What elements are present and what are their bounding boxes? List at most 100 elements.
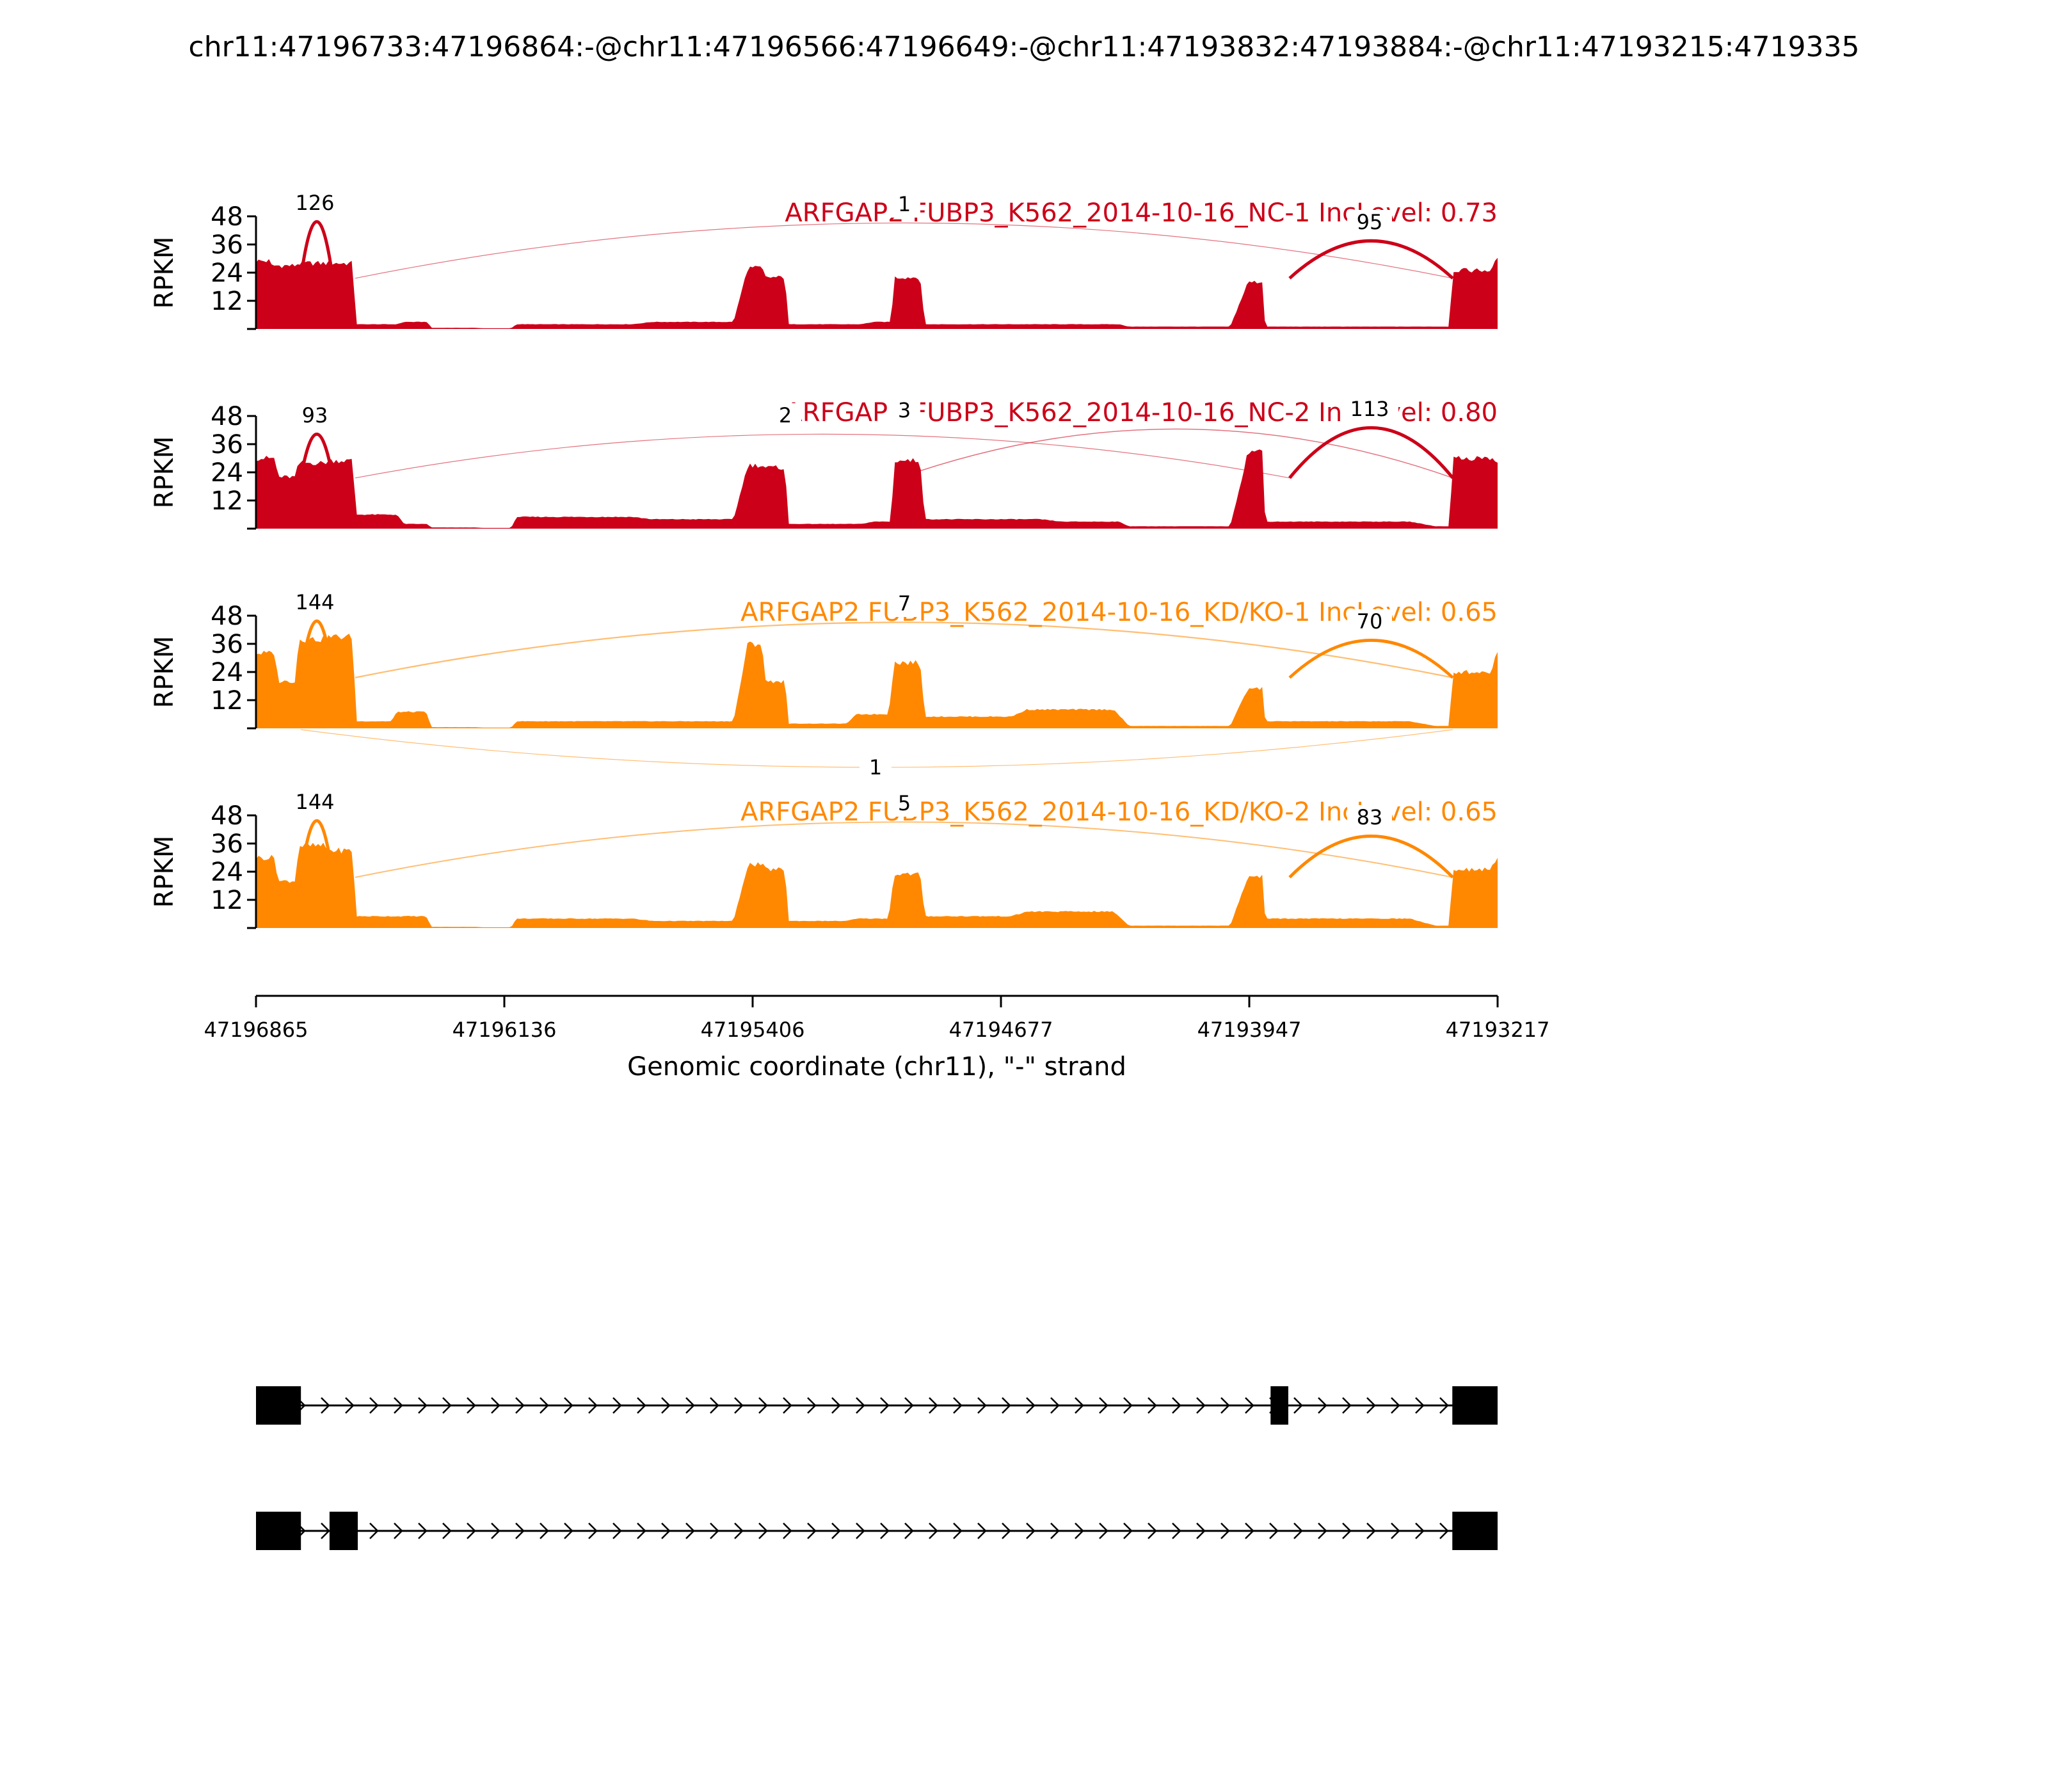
junction-arc	[299, 433, 335, 479]
strand-arrow	[491, 1523, 500, 1539]
junction-arc	[1288, 835, 1454, 879]
strand-arrow	[856, 1523, 865, 1539]
strand-arrow	[783, 1397, 792, 1414]
junction-label-bg	[860, 755, 892, 781]
strand-arrow	[1220, 1397, 1230, 1414]
strand-arrow	[1002, 1397, 1011, 1414]
chart-title: chr11:47196733:47196864:-@chr11:47196566…	[189, 31, 1860, 63]
strand-arrow	[418, 1397, 428, 1414]
strand-arrow	[564, 1523, 573, 1539]
strand-arrow	[515, 1397, 525, 1414]
strand-arrow	[734, 1523, 744, 1539]
strand-arrow	[685, 1523, 695, 1539]
strand-arrow	[953, 1523, 963, 1539]
strand-arrow	[1196, 1523, 1206, 1539]
coverage-area	[256, 449, 1498, 529]
exon-block	[1452, 1512, 1498, 1550]
strand-arrow	[1245, 1523, 1254, 1539]
junction-count-label: 93	[302, 403, 328, 428]
strand-arrow	[1269, 1523, 1279, 1539]
strand-arrow	[1342, 1397, 1352, 1414]
strand-arrow	[1366, 1523, 1376, 1539]
strand-arrow	[685, 1397, 695, 1414]
strand-arrow	[880, 1397, 890, 1414]
strand-arrow	[1415, 1397, 1425, 1414]
strand-arrow	[807, 1397, 817, 1414]
junction-label-bg	[1347, 210, 1392, 236]
strand-arrow	[856, 1397, 865, 1414]
x-tick-label: 47195406	[701, 1018, 805, 1042]
y-tick-label: 48	[211, 602, 243, 631]
x-tick-label: 47196136	[452, 1018, 557, 1042]
junction-label-bg	[888, 591, 920, 617]
x-tick-label: 47196865	[204, 1018, 308, 1042]
y-tick-label: 24	[211, 858, 243, 887]
strand-arrow	[831, 1523, 841, 1539]
strand-arrow	[1050, 1397, 1060, 1414]
junction-arc	[1288, 426, 1454, 479]
y-tick-label: 36	[211, 630, 243, 659]
strand-arrow	[1172, 1523, 1181, 1539]
strand-arrow	[977, 1523, 987, 1539]
coverage-area	[256, 842, 1498, 928]
x-tick-label: 47193217	[1446, 1018, 1550, 1042]
strand-arrow	[394, 1397, 403, 1414]
junction-arc	[355, 821, 1453, 878]
strand-arrow	[1318, 1397, 1327, 1414]
junction-count-label: 3	[898, 398, 911, 422]
strand-arrow	[564, 1397, 573, 1414]
strand-arrow	[540, 1523, 549, 1539]
strand-arrow	[734, 1397, 744, 1414]
strand-arrow	[904, 1397, 914, 1414]
strand-arrow	[1293, 1523, 1303, 1539]
junction-arc	[355, 433, 1290, 479]
junction-count-label: 7	[898, 591, 911, 616]
strand-arrow	[1123, 1523, 1133, 1539]
junction-count-label: 144	[295, 590, 334, 614]
strand-arrow	[929, 1397, 938, 1414]
strand-arrow	[637, 1397, 646, 1414]
x-axis-label: Genomic coordinate (chr11), "-" strand	[627, 1052, 1126, 1082]
strand-arrow	[710, 1523, 719, 1539]
strand-arrow	[467, 1397, 476, 1414]
y-tick-label: 48	[211, 801, 243, 831]
junction-count-label: 144	[295, 790, 334, 814]
strand-arrow	[977, 1397, 987, 1414]
strand-arrow	[1075, 1523, 1084, 1539]
strand-arrow	[394, 1523, 403, 1539]
junction-arc	[299, 819, 335, 878]
strand-arrow	[588, 1523, 598, 1539]
junction-label-bg	[286, 590, 344, 616]
strand-arrow	[1415, 1523, 1425, 1539]
junction-label-bg	[292, 403, 337, 429]
y-tick-label: 12	[211, 686, 243, 716]
y-axis-label: RPKM	[150, 237, 179, 309]
junction-label-bg	[286, 790, 344, 815]
strand-arrow	[1148, 1523, 1157, 1539]
strand-arrow	[1002, 1523, 1011, 1539]
strand-arrow	[1099, 1523, 1108, 1539]
junction-count-label: 126	[295, 191, 334, 215]
strand-arrow	[953, 1397, 963, 1414]
strand-arrow	[1220, 1523, 1230, 1539]
junction-arc	[355, 222, 1453, 279]
coverage-area	[256, 634, 1498, 728]
strand-arrow	[467, 1523, 476, 1539]
strand-arrow	[491, 1397, 500, 1414]
junction-arc	[299, 619, 335, 678]
strand-arrow	[1391, 1397, 1400, 1414]
strand-arrow	[637, 1523, 646, 1539]
exon-block	[329, 1512, 358, 1550]
y-tick-label: 24	[211, 259, 243, 288]
strand-arrow	[758, 1523, 768, 1539]
y-tick-label: 36	[211, 829, 243, 859]
strand-arrow	[612, 1397, 622, 1414]
exon-block	[256, 1386, 301, 1425]
strand-arrow	[1196, 1397, 1206, 1414]
transcript-1	[256, 1386, 1498, 1425]
strand-arrow	[442, 1397, 452, 1414]
y-tick-label: 36	[211, 430, 243, 460]
